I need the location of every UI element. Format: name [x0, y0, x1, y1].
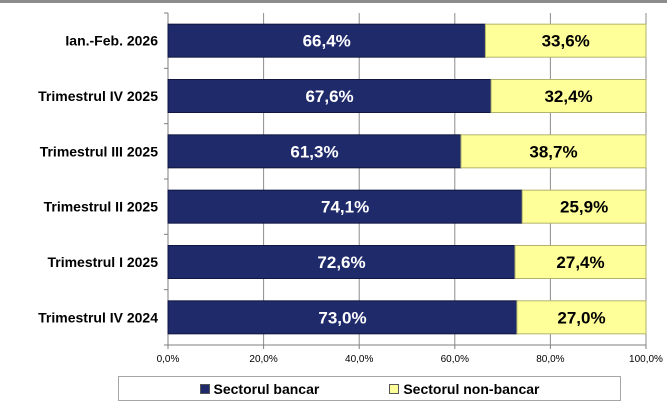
stacked-bar-chart: Ian.-Feb. 2026 66,4% 33,6% Trimestrul IV 20…: [38, 12, 663, 365]
legend-item-nonbank: Sectorul non-bancar: [389, 381, 539, 397]
bar-bank-5: [167, 300, 518, 335]
legend-label-nonbank: Sectorul non-bancar: [403, 380, 540, 397]
category-label-1: Trimestrul IV 2025: [38, 88, 158, 104]
category-label-2: Trimestrul III 2025: [40, 143, 158, 159]
data-label-bank-1: 67,6%: [305, 87, 353, 106]
bar-nonbank-0: [484, 23, 647, 58]
x-tick-label-1: 20,0%: [249, 354, 277, 365]
bar-nonbank-5: [516, 300, 647, 335]
data-label-bank-3: 74,1%: [321, 198, 369, 217]
data-label-bank-0: 66,4%: [303, 32, 351, 51]
x-tick-label-4: 80,0%: [536, 354, 564, 365]
bar-nonbank-4: [514, 245, 647, 279]
legend-label-bank: Sectorul bancar: [213, 380, 320, 397]
data-label-nonbank-3: 25,9%: [560, 198, 608, 217]
data-label-nonbank-5: 27,0%: [557, 308, 605, 327]
category-label-5: Trimestrul IV 2024: [38, 309, 158, 325]
legend-item-bank: Sectorul bancar: [199, 380, 320, 397]
bar-bank-0: [167, 23, 486, 58]
data-label-bank-4: 72,6%: [317, 253, 365, 272]
data-label-bank-5: 73,0%: [318, 308, 366, 327]
data-label-bank-2: 61,3%: [290, 142, 338, 161]
data-label-nonbank-1: 32,4%: [544, 87, 592, 106]
category-label-0: Ian.-Feb. 2026: [65, 33, 158, 49]
category-label-3: Trimestrul II 2025: [44, 199, 159, 215]
bar-bank-3: [167, 189, 523, 224]
legend-swatch-nonbank: [389, 383, 400, 394]
bar-nonbank-3: [521, 189, 647, 224]
legend: Sectorul bancar Sectorul non-bancar: [118, 376, 621, 401]
bar-bank-4: [167, 245, 516, 279]
x-tick-label-5: 100,0%: [629, 354, 663, 365]
data-label-nonbank-2: 38,7%: [529, 142, 577, 161]
x-tick-label-0: 0,0%: [157, 354, 180, 365]
data-label-nonbank-4: 27,4%: [556, 253, 604, 272]
bar-nonbank-1: [490, 79, 647, 113]
x-tick-label-3: 60,0%: [441, 354, 469, 365]
bar-nonbank-2: [460, 134, 647, 169]
data-label-nonbank-0: 33,6%: [542, 32, 590, 51]
x-tick-label-2: 40,0%: [345, 354, 373, 365]
category-label-4: Trimestrul I 2025: [47, 254, 158, 270]
legend-swatch-bank: [199, 383, 210, 394]
